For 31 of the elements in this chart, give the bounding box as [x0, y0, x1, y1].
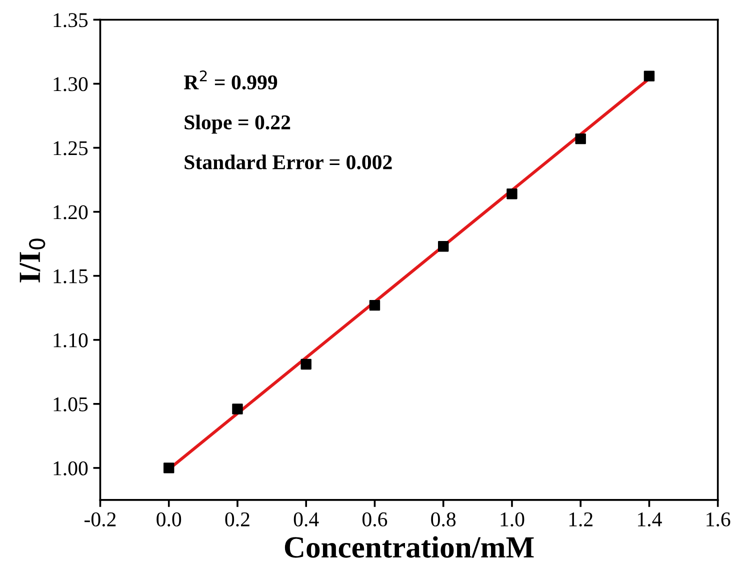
x-tick-label: 1.0	[500, 512, 524, 527]
x-tick-label: 0.8	[431, 512, 456, 527]
point	[232, 404, 243, 414]
y-tick-label: 1.25	[54, 141, 88, 156]
x-tick-label: -0.2	[84, 512, 116, 527]
y-tick-label: 1.05	[54, 397, 88, 412]
annotation: Standard Error = 0.002	[184, 154, 392, 170]
point	[300, 358, 312, 370]
annotation: R$^{2}$ = 0.999	[184, 70, 278, 90]
x-tick-label: 1.2	[569, 512, 592, 527]
y-tick-label: 1.00	[54, 461, 88, 476]
x-tick-label: 0.6	[362, 512, 388, 527]
point	[506, 188, 518, 200]
point	[575, 133, 586, 144]
point	[164, 462, 174, 474]
x-tick-label: 0.4	[294, 512, 319, 527]
point	[369, 300, 380, 311]
x-tick-label: 0.2	[225, 512, 250, 527]
point	[438, 241, 449, 252]
y-tick-label: 1.20	[54, 205, 88, 220]
point	[644, 70, 655, 82]
x-tick-label: 0.0	[156, 512, 182, 527]
y-tick-label: 1.15	[54, 269, 88, 284]
y-tick-label: 1.30	[54, 77, 88, 92]
annotation: Slope = 0.22	[184, 114, 290, 134]
y-axis-title: I/I$_{0}$	[20, 238, 46, 282]
x-tick-label: 1.6	[706, 512, 730, 527]
x-axis-title: Concentration/mM	[284, 536, 534, 558]
x-tick-label: 1.4	[638, 512, 662, 527]
y-tick-label: 1.10	[54, 333, 88, 348]
y-tick-label: 1.35	[54, 13, 88, 28]
